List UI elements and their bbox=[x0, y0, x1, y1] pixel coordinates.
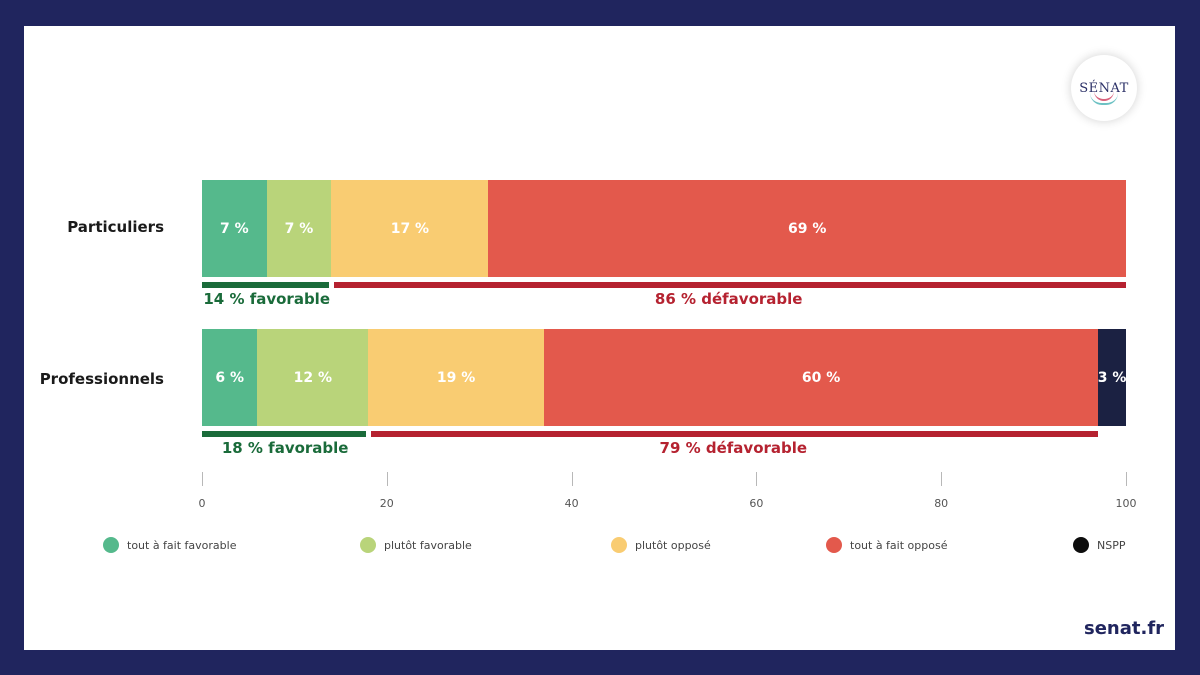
x-tick-mark bbox=[941, 472, 943, 486]
x-tick-mark bbox=[202, 472, 203, 486]
legend-label: tout à fait favorable bbox=[127, 538, 237, 552]
bar-data-label: 6 % bbox=[215, 369, 245, 386]
logo-text: SÉNAT bbox=[1079, 80, 1129, 96]
senat-logo: SÉNAT bbox=[1071, 55, 1137, 121]
defavorable-summary-line bbox=[371, 431, 1099, 437]
category-label-professionnels: Professionnels bbox=[39, 370, 164, 388]
bar-segment: 69 % bbox=[488, 180, 1126, 277]
x-tick-mark bbox=[756, 472, 758, 486]
defavorable-summary-label: 79 % défavorable bbox=[659, 439, 808, 457]
defavorable-summary-label: 86 % défavorable bbox=[654, 290, 803, 308]
legend-item: NSPP bbox=[1073, 537, 1125, 553]
legend-dot-icon bbox=[103, 537, 119, 553]
legend-item: tout à fait favorable bbox=[103, 537, 236, 553]
bar-segment: 7 % bbox=[202, 180, 267, 277]
x-tick-label: 80 bbox=[934, 497, 949, 510]
legend-dot-icon bbox=[1073, 537, 1089, 553]
x-tick-label: 100 bbox=[1115, 497, 1137, 510]
x-tick-mark bbox=[1126, 472, 1127, 486]
bar-data-label: 19 % bbox=[436, 369, 476, 386]
legend-item: tout à fait opposé bbox=[826, 537, 947, 553]
favorable-summary-line bbox=[202, 282, 330, 288]
footer-site[interactable]: senat.fr bbox=[1084, 618, 1165, 639]
x-tick-label: 0 bbox=[198, 497, 206, 510]
bar-data-label: 12 % bbox=[293, 369, 333, 386]
bar-segment: 17 % bbox=[331, 180, 489, 277]
favorable-summary-label: 18 % favorable bbox=[221, 439, 349, 457]
x-tick-label: 60 bbox=[749, 497, 764, 510]
legend-dot-icon bbox=[360, 537, 376, 553]
bar-segment: 12 % bbox=[257, 329, 369, 426]
x-tick-label: 40 bbox=[564, 497, 579, 510]
legend-label: plutôt favorable bbox=[384, 538, 472, 552]
bar-data-label: 60 % bbox=[801, 369, 841, 386]
x-tick-label: 20 bbox=[379, 497, 394, 510]
defavorable-summary-line bbox=[334, 282, 1126, 288]
bar-data-label: 7 % bbox=[220, 220, 249, 237]
x-tick-mark bbox=[386, 472, 388, 486]
legend-item: plutôt favorable bbox=[360, 537, 472, 553]
legend-label: NSPP bbox=[1097, 538, 1126, 552]
logo-arc-decoration bbox=[1090, 93, 1118, 105]
bar-segment: 7 % bbox=[266, 180, 332, 277]
bar-segment: 19 % bbox=[368, 329, 544, 426]
legend-label: plutôt opposé bbox=[635, 538, 711, 552]
favorable-summary-label: 14 % favorable bbox=[203, 290, 330, 308]
bar-data-label: 3 % bbox=[1097, 369, 1127, 386]
legend-item: plutôt opposé bbox=[611, 537, 711, 553]
x-tick-mark bbox=[571, 472, 573, 486]
bar-segment: 3 % bbox=[1098, 329, 1126, 426]
bar-data-label: 7 % bbox=[284, 220, 314, 237]
bar-segment: 6 % bbox=[202, 329, 258, 426]
bar-data-label: 17 % bbox=[390, 220, 430, 237]
favorable-summary-line bbox=[202, 431, 367, 437]
bar-segment: 60 % bbox=[543, 329, 1099, 426]
logo-arc-decoration-inner bbox=[1094, 91, 1114, 101]
legend-dot-icon bbox=[611, 537, 627, 553]
legend-label: tout à fait opposé bbox=[850, 538, 948, 552]
bar-data-label: 69 % bbox=[788, 220, 827, 237]
legend-dot-icon bbox=[826, 537, 842, 553]
category-label-particuliers: Particuliers bbox=[67, 218, 164, 236]
